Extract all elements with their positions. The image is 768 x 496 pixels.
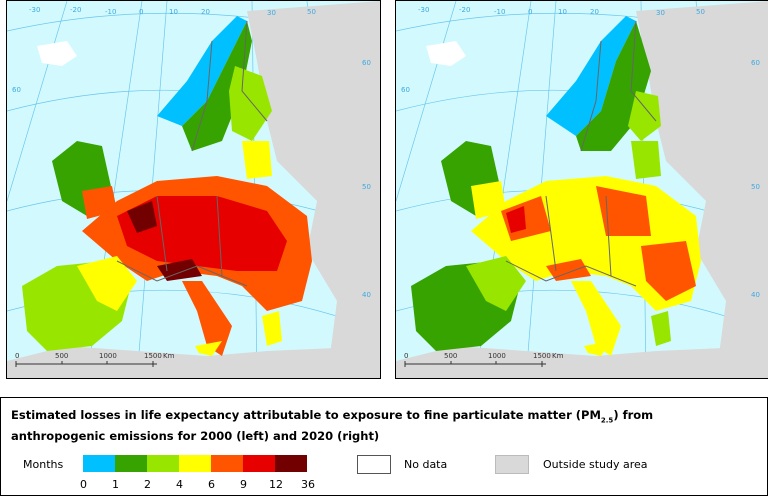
graticule-label: 60 — [751, 59, 760, 67]
graticule-label: -30 — [418, 6, 430, 14]
iberia-east — [77, 256, 137, 311]
class-swatch — [275, 455, 307, 472]
graticule-label: 10 — [558, 8, 567, 16]
graticule-label: 0 — [528, 8, 533, 16]
balkans — [641, 241, 696, 301]
scale-label: 1500 — [533, 352, 551, 360]
no-data-label: No data — [404, 458, 448, 471]
class-swatch — [179, 455, 211, 472]
graticule-label: 40 — [751, 291, 760, 299]
graticule-label: 60 — [12, 86, 21, 94]
no-data-swatch — [357, 455, 391, 474]
scale-bar-line — [404, 361, 546, 367]
sicily — [195, 341, 222, 356]
months-label: Months — [23, 458, 64, 471]
graticule-label: -20 — [70, 6, 82, 14]
graticule-label: 50 — [362, 183, 371, 191]
greece — [262, 311, 282, 346]
map-2020-svg — [396, 1, 768, 378]
italy — [571, 281, 621, 356]
break-label: 12 — [269, 478, 283, 491]
greece — [651, 311, 671, 346]
scale-unit: Km — [552, 352, 564, 360]
title-end: ) from anthropogenic emissions for 2000 … — [11, 408, 654, 444]
graticule-label: 40 — [362, 291, 371, 299]
break-label: 4 — [176, 478, 183, 491]
class-swatch — [83, 455, 115, 472]
color-ramp — [83, 455, 307, 472]
graticule-label: 50 — [751, 183, 760, 191]
outside-area-swatch — [495, 455, 529, 474]
graticule-label: 20 — [201, 8, 210, 16]
po-valley — [546, 259, 591, 281]
class-swatch — [147, 455, 179, 472]
outside-area-africa — [396, 346, 768, 378]
title-main: Estimated losses in life expectancy attr… — [11, 408, 601, 422]
break-label: 6 — [208, 478, 215, 491]
graticule-label: -20 — [459, 6, 471, 14]
title-subscript: 2.5 — [600, 416, 614, 425]
italy — [182, 281, 232, 356]
outside-area-east — [247, 1, 380, 378]
map-2020: -30 -20 -10 0 10 20 30 50 60 60 50 40 0 … — [395, 0, 768, 379]
break-label: 36 — [301, 478, 315, 491]
finland — [229, 66, 272, 141]
graticule-label: 60 — [362, 59, 371, 67]
graticule-label: 30 — [656, 9, 665, 17]
scale-label: 1500 — [144, 352, 162, 360]
graticule-label: 30 — [267, 9, 276, 17]
benelux — [127, 201, 157, 233]
finland — [628, 91, 661, 141]
graticule-label: 20 — [590, 8, 599, 16]
graticule-label: -10 — [105, 8, 117, 16]
scale-label: 500 — [55, 352, 69, 360]
iberia-east — [466, 256, 526, 311]
graticule-label: 0 — [139, 8, 144, 16]
scandinavia-south — [182, 21, 252, 151]
outside-area-east — [636, 1, 768, 378]
poland — [596, 186, 651, 236]
scale-unit: Km — [163, 352, 175, 360]
po-valley — [157, 259, 202, 281]
graticule-label: 50 — [307, 8, 316, 16]
legend-title: Estimated losses in life expectancy attr… — [11, 407, 751, 444]
graticule-label: -30 — [29, 6, 41, 14]
sicily — [584, 341, 611, 356]
graticule-label: 10 — [169, 8, 178, 16]
graticule-label: 50 — [696, 8, 705, 16]
baltics — [631, 141, 661, 179]
scale-label: 0 — [15, 352, 20, 360]
country-borders — [505, 20, 657, 287]
outside-area-label: Outside study area — [543, 458, 648, 471]
scale-label: 1000 — [99, 352, 117, 360]
scale-label: 500 — [444, 352, 458, 360]
break-label: 1 — [112, 478, 119, 491]
country-borders — [116, 20, 268, 287]
benelux-high — [506, 206, 526, 233]
graticule-label: -10 — [494, 8, 506, 16]
class-swatch — [115, 455, 147, 472]
class-swatch — [211, 455, 243, 472]
map-2000-svg — [7, 1, 380, 378]
iceland — [37, 41, 77, 66]
outside-area-africa — [7, 346, 380, 378]
scale-label: 0 — [404, 352, 409, 360]
scandinavia — [546, 16, 636, 136]
scandinavia — [157, 16, 247, 126]
baltics — [242, 141, 272, 179]
map-2000: -30 -20 -10 0 10 20 30 50 60 60 50 40 0 … — [6, 0, 381, 379]
break-label: 9 — [240, 478, 247, 491]
scale-bar-line — [15, 361, 157, 367]
legend: Estimated losses in life expectancy attr… — [0, 397, 768, 496]
break-label: 0 — [80, 478, 87, 491]
class-swatch — [243, 455, 275, 472]
scale-label: 1000 — [488, 352, 506, 360]
graticule-label: 60 — [401, 86, 410, 94]
iceland — [426, 41, 466, 66]
break-label: 2 — [144, 478, 151, 491]
